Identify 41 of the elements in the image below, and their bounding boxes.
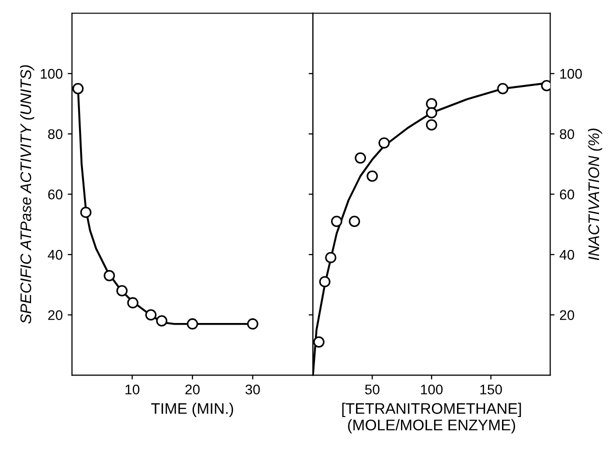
point bbox=[426, 107, 438, 118]
x-axis-title: TIME (MIN.) bbox=[151, 402, 234, 417]
y-tick-label: 80 bbox=[48, 129, 62, 140]
point bbox=[313, 336, 324, 348]
x-tick-label: 100 bbox=[421, 384, 443, 394]
x-tick-label: 150 bbox=[480, 384, 502, 394]
y-tick-label: 100 bbox=[560, 68, 582, 79]
point bbox=[348, 216, 360, 227]
y-axis-title: INACTIVATION (%) bbox=[588, 128, 602, 260]
point bbox=[72, 83, 84, 94]
point bbox=[366, 170, 378, 182]
y-tick-label: 100 bbox=[40, 68, 62, 79]
point bbox=[247, 318, 258, 330]
x-tick-label: 30 bbox=[246, 384, 260, 394]
y-tick-label: 40 bbox=[560, 250, 574, 260]
point bbox=[426, 119, 438, 130]
y-tick-label: 20 bbox=[560, 310, 574, 320]
y-tick-label: 60 bbox=[48, 190, 62, 200]
point bbox=[156, 315, 168, 327]
point bbox=[319, 276, 330, 288]
point bbox=[331, 216, 342, 227]
y-axis-title: SPECIFIC ATPase ACTIVITY (UNITS) bbox=[20, 65, 34, 324]
point bbox=[116, 285, 128, 296]
point bbox=[325, 252, 336, 264]
x-axis-title: [TETRANITROMETHANE] (MOLE/MOLE ENZYME) bbox=[342, 402, 521, 434]
y-tick-label: 40 bbox=[48, 250, 62, 260]
point bbox=[145, 309, 157, 320]
point bbox=[186, 318, 198, 330]
point bbox=[80, 206, 92, 218]
y-tick-label: 60 bbox=[560, 190, 574, 200]
point bbox=[378, 137, 390, 149]
x-tick-label: 50 bbox=[365, 384, 380, 394]
point bbox=[104, 270, 115, 282]
point bbox=[127, 297, 138, 308]
y-tick-label: 20 bbox=[48, 310, 62, 320]
x-tick-label: 10 bbox=[126, 384, 140, 394]
point bbox=[426, 98, 438, 110]
y-tick-label: 80 bbox=[560, 129, 574, 140]
x-tick-label: 20 bbox=[185, 384, 200, 394]
point bbox=[497, 83, 508, 94]
point bbox=[354, 152, 366, 164]
